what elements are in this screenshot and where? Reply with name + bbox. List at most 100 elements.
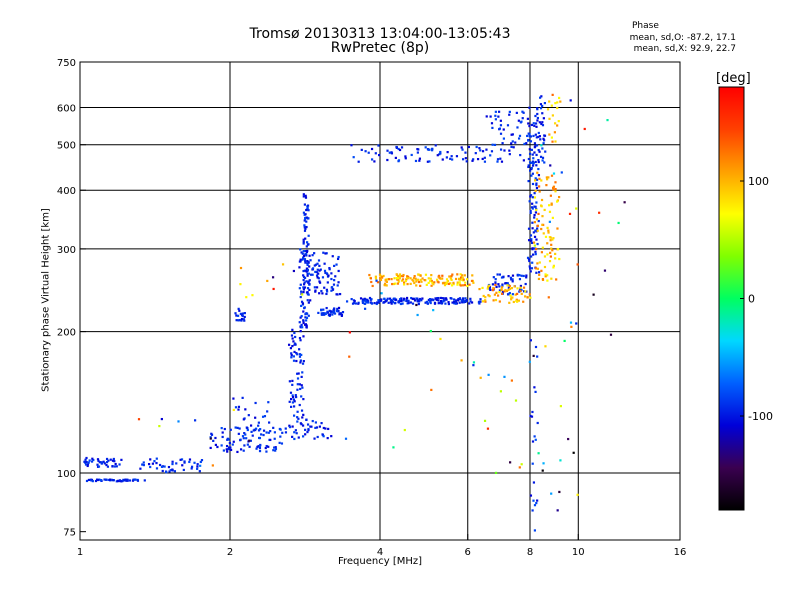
- data-point: [310, 425, 313, 428]
- data-point: [258, 436, 261, 440]
- data-point: [491, 289, 494, 292]
- data-point: [479, 298, 482, 301]
- data-point: [543, 102, 547, 105]
- data-point: [546, 274, 549, 277]
- data-point: [298, 287, 301, 290]
- data-point: [549, 239, 552, 242]
- data-point: [294, 343, 297, 346]
- data-point: [524, 290, 527, 293]
- y-tick-label: 200: [57, 328, 76, 339]
- data-point: [87, 478, 91, 482]
- data-point: [295, 359, 298, 363]
- data-point: [300, 251, 303, 254]
- data-point: [323, 262, 326, 265]
- data-point: [429, 300, 432, 303]
- data-point: [504, 288, 507, 292]
- data-point: [530, 241, 534, 245]
- data-point: [508, 149, 511, 152]
- data-point: [318, 264, 321, 267]
- data-point: [290, 354, 293, 357]
- data-point: [293, 431, 296, 434]
- data-point: [97, 465, 101, 468]
- data-point: [502, 275, 505, 278]
- data-point: [155, 457, 158, 460]
- data-point: [445, 278, 449, 281]
- data-point: [530, 161, 533, 164]
- data-point: [481, 286, 484, 290]
- data-point: [240, 319, 243, 322]
- data-point: [559, 405, 562, 408]
- data-point: [543, 134, 547, 137]
- data-point: [531, 202, 534, 205]
- data-point: [325, 252, 328, 255]
- data-point: [510, 298, 513, 301]
- data-point: [336, 257, 340, 261]
- data-point: [461, 278, 464, 282]
- data-point: [322, 435, 325, 438]
- x-axis-label: Frequency [MHz]: [337, 556, 423, 567]
- data-point: [234, 426, 237, 429]
- data-point: [397, 275, 400, 278]
- data-point: [291, 379, 294, 382]
- data-point: [532, 157, 535, 160]
- data-point: [482, 294, 485, 298]
- data-point: [366, 298, 369, 301]
- data-point: [536, 355, 539, 358]
- data-point: [532, 481, 536, 484]
- data-point: [367, 151, 370, 154]
- data-point: [455, 155, 459, 158]
- data-point: [257, 421, 260, 424]
- data-point: [120, 480, 123, 483]
- data-point: [430, 388, 433, 392]
- data-point: [420, 280, 423, 283]
- data-point: [539, 96, 542, 99]
- data-point: [226, 438, 229, 441]
- data-point: [495, 291, 498, 294]
- data-point: [167, 465, 171, 469]
- data-point: [254, 427, 258, 430]
- data-point: [271, 276, 275, 279]
- data-point: [454, 302, 457, 305]
- data-point: [538, 273, 541, 276]
- data-point: [531, 462, 534, 465]
- data-point: [139, 467, 142, 470]
- data-point: [279, 435, 282, 438]
- data-point: [407, 299, 410, 303]
- data-point: [493, 143, 497, 147]
- data-point: [535, 501, 538, 505]
- data-point: [398, 299, 401, 303]
- data-point: [260, 433, 263, 436]
- data-point: [109, 478, 112, 481]
- data-point: [293, 331, 296, 335]
- data-point: [389, 301, 392, 304]
- data-point: [550, 492, 553, 495]
- data-point: [337, 281, 340, 284]
- data-point: [302, 319, 305, 322]
- data-point: [298, 266, 301, 269]
- data-point: [296, 410, 299, 413]
- data-point: [536, 227, 539, 230]
- data-point: [543, 208, 546, 212]
- data-point: [502, 128, 505, 131]
- colorbar-tick-label: 0: [748, 293, 755, 306]
- data-point: [606, 118, 609, 122]
- data-point: [302, 310, 305, 313]
- data-point: [384, 300, 387, 303]
- data-point: [484, 299, 487, 302]
- data-point: [505, 289, 509, 293]
- data-point: [190, 465, 194, 468]
- data-point: [315, 271, 319, 274]
- data-point: [296, 372, 299, 375]
- data-point: [487, 285, 490, 288]
- data-point: [462, 278, 465, 281]
- data-point: [510, 142, 513, 145]
- data-point: [322, 312, 325, 315]
- data-point: [519, 286, 522, 289]
- data-point: [499, 157, 502, 160]
- data-point: [420, 299, 423, 302]
- data-point: [567, 437, 570, 441]
- data-point: [291, 394, 294, 397]
- data-point: [173, 470, 177, 473]
- data-point: [306, 274, 309, 277]
- data-point: [534, 122, 538, 125]
